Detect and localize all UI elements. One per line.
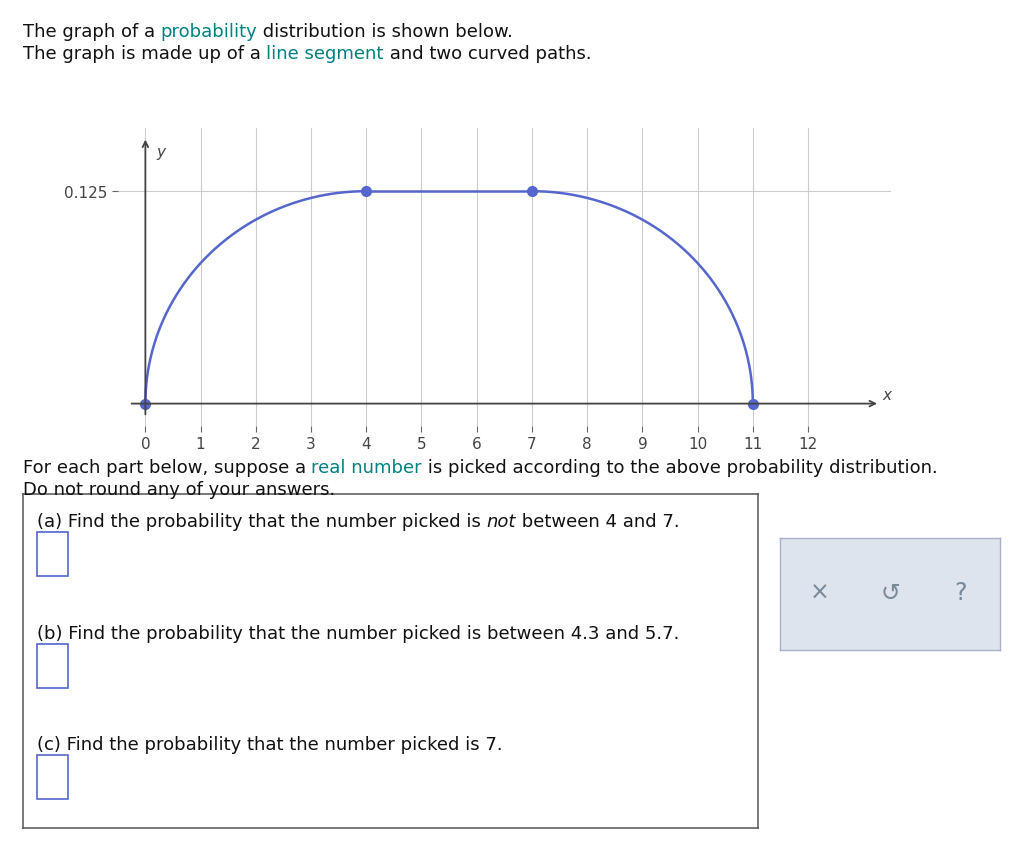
Text: between 4 and 7.: between 4 and 7. bbox=[516, 512, 680, 530]
Text: For each part below, suppose a: For each part below, suppose a bbox=[23, 458, 311, 476]
Text: ↺: ↺ bbox=[881, 579, 900, 604]
Text: ×: × bbox=[810, 579, 829, 604]
Text: line segment: line segment bbox=[266, 45, 384, 63]
Text: is picked according to the above probability distribution.: is picked according to the above probabi… bbox=[422, 458, 938, 476]
Text: real number: real number bbox=[311, 458, 422, 476]
Text: y: y bbox=[157, 145, 166, 159]
Text: x: x bbox=[883, 387, 892, 402]
Text: and two curved paths.: and two curved paths. bbox=[384, 45, 591, 63]
Text: The graph is made up of a: The graph is made up of a bbox=[23, 45, 266, 63]
Text: (c) Find the probability that the number picked is 7.: (c) Find the probability that the number… bbox=[37, 735, 503, 753]
Text: The graph of a: The graph of a bbox=[23, 23, 161, 41]
FancyBboxPatch shape bbox=[37, 533, 69, 576]
Text: ?: ? bbox=[954, 579, 967, 604]
Text: (b) Find the probability that the number picked is between 4.3 and 5.7.: (b) Find the probability that the number… bbox=[37, 624, 680, 642]
Text: Do not round any of your answers.: Do not round any of your answers. bbox=[23, 480, 335, 499]
FancyBboxPatch shape bbox=[37, 645, 69, 688]
Text: not: not bbox=[486, 512, 516, 530]
FancyBboxPatch shape bbox=[37, 755, 69, 799]
Text: distribution is shown below.: distribution is shown below. bbox=[257, 23, 513, 41]
Text: (a) Find the probability that the number picked is: (a) Find the probability that the number… bbox=[37, 512, 486, 530]
Text: probability: probability bbox=[161, 23, 257, 41]
